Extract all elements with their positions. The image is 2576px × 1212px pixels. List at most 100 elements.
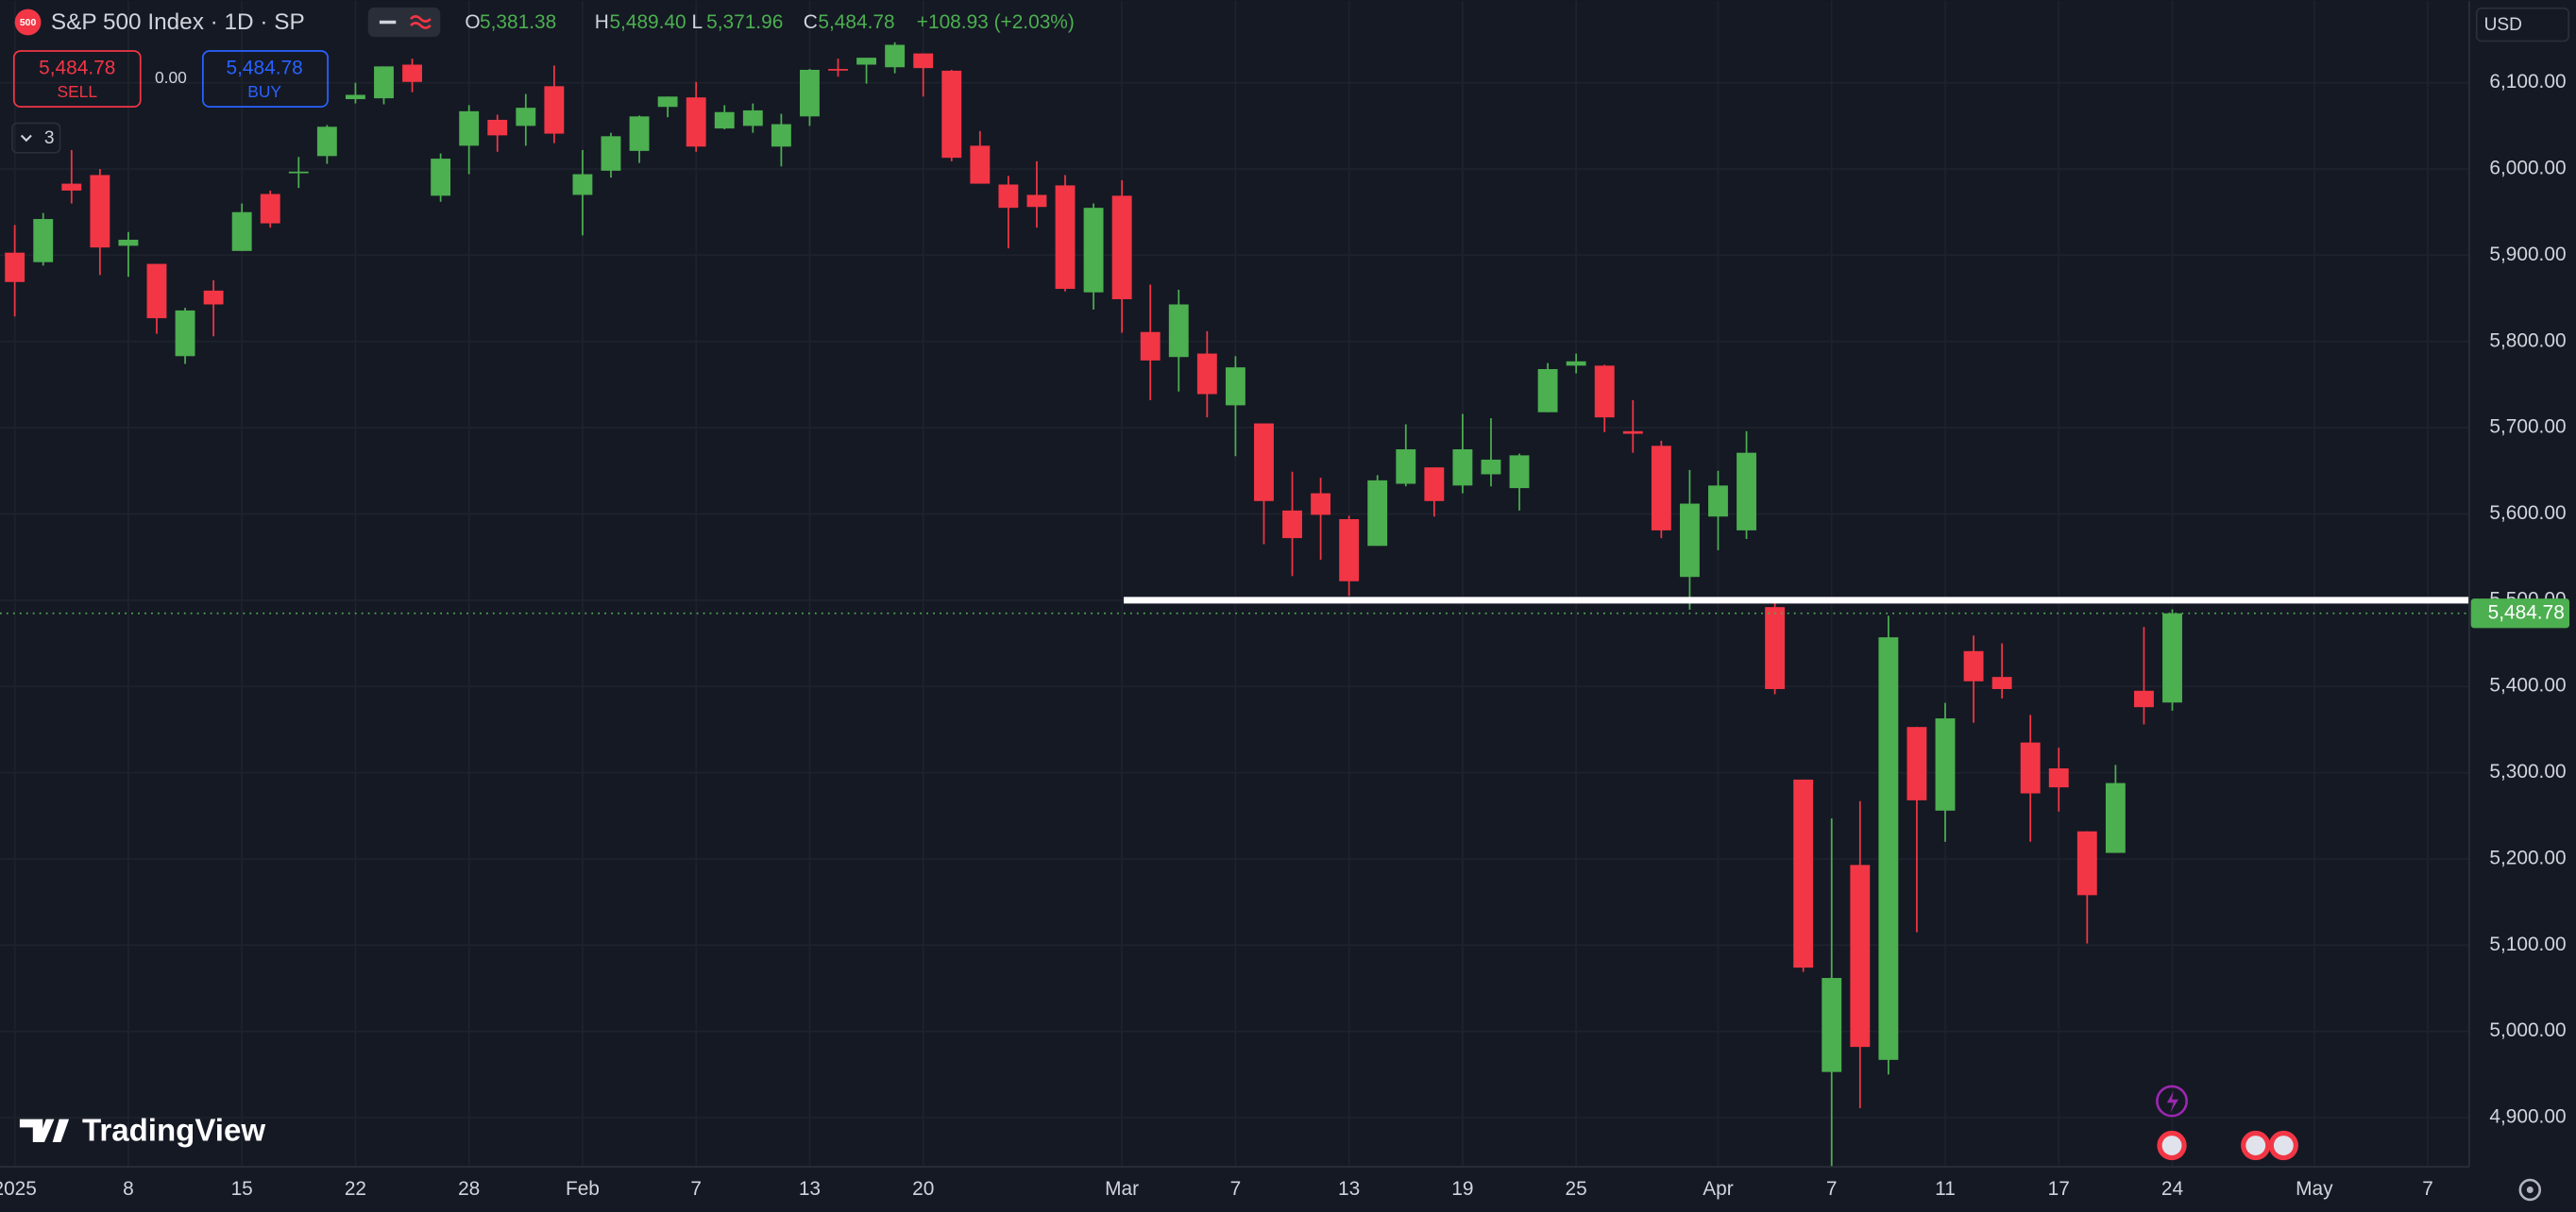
- candle-body: [1111, 195, 1132, 300]
- candle-body: [1708, 485, 1728, 517]
- candle-body: [118, 239, 139, 246]
- x-tick-label: 15: [231, 1178, 253, 1200]
- x-tick-label: 7: [1826, 1178, 1838, 1200]
- candle-body: [1963, 650, 1984, 682]
- x-tick-label: 13: [799, 1178, 821, 1200]
- x-tick-label: 7: [2422, 1178, 2433, 1200]
- candle-body: [1339, 518, 1360, 581]
- candle-body: [516, 108, 536, 126]
- indicators-toggle[interactable]: [11, 122, 61, 154]
- candle-body: [1254, 423, 1274, 501]
- candle-body: [1907, 727, 1927, 800]
- y-tick-label: 5,600.00: [2489, 502, 2566, 524]
- x-tick-label: 13: [1338, 1178, 1360, 1200]
- candle-body: [1622, 430, 1643, 434]
- axes: 4,900.00 5,000.00 5,100.00 5,200.00 5,300.00…: [0, 71, 2570, 1200]
- x-tick-label: May: [2296, 1178, 2333, 1200]
- spread: 0.00: [155, 68, 187, 87]
- symbol-title[interactable]: S&P 500 Index · 1D · SP: [51, 9, 305, 35]
- logo-text: TradingView: [82, 1113, 265, 1148]
- x-tick-label: 25: [1566, 1178, 1587, 1200]
- candle-body: [203, 290, 224, 305]
- candle-body: [1367, 480, 1388, 547]
- x-tick-label: 20: [912, 1178, 934, 1200]
- wave-icon: [410, 15, 432, 29]
- candle-body: [1935, 718, 1956, 811]
- candle-body: [1651, 446, 1671, 530]
- x-tick-label: 24: [2161, 1178, 2183, 1200]
- y-tick-label: 5,400.00: [2489, 675, 2566, 697]
- flag-icon: [2246, 1136, 2266, 1155]
- ohlc-legend: O 5,381.38 H 5,489.40 L 5,371.96 C 5,484.78: [465, 11, 894, 33]
- sell-label: SELL: [58, 82, 98, 101]
- candle-body: [316, 126, 337, 157]
- candle-body: [1481, 459, 1501, 475]
- y-tick-label: 6,100.00: [2489, 71, 2566, 93]
- candle-body: [1737, 452, 1756, 530]
- candle-body: [487, 119, 508, 136]
- candle-body: [459, 110, 480, 146]
- candle-body: [5, 252, 25, 282]
- y-tick-label: 4,900.00: [2489, 1106, 2566, 1128]
- candle-body: [1850, 865, 1871, 1048]
- candle-body: [1509, 455, 1530, 489]
- candle-body: [1026, 194, 1047, 208]
- candle-body: [175, 310, 195, 357]
- ohlc-value: 5,371.96: [706, 11, 783, 33]
- currency-button[interactable]: [2475, 7, 2570, 42]
- candle-body: [1594, 365, 1615, 418]
- visibility-controls[interactable]: [367, 7, 441, 38]
- candle-body: [2133, 690, 2154, 708]
- last-price-badge: [2470, 598, 2570, 629]
- y-tick-label: 5,000.00: [2489, 1019, 2566, 1041]
- candle-body: [1537, 369, 1558, 412]
- candle-body: [1793, 779, 1814, 968]
- candle-body: [828, 69, 848, 71]
- event-icon[interactable]: [2156, 1085, 2188, 1118]
- candle-body: [998, 184, 1019, 209]
- buy-label: BUY: [247, 82, 281, 101]
- symbol-badge[interactable]: [14, 8, 42, 36]
- candle-body: [2020, 742, 2041, 794]
- candle-body: [1822, 978, 1842, 1072]
- y-tick-label: 5,100.00: [2489, 934, 2566, 955]
- chevron-icon: [20, 134, 32, 143]
- settings-icon[interactable]: [2518, 1178, 2542, 1202]
- symbol-badge-text: 500: [20, 18, 37, 28]
- candle-body: [572, 174, 593, 195]
- y-tick-label: 5,200.00: [2489, 847, 2566, 868]
- logo-mark: [19, 1119, 70, 1143]
- x-tick-label: Feb: [566, 1178, 600, 1200]
- ohlc-value: 5,381.38: [480, 11, 556, 33]
- x-tick-label: Mar: [1105, 1178, 1139, 1200]
- candle-body: [1991, 677, 2012, 689]
- plot-area: [0, 42, 2469, 1174]
- candle-body: [345, 94, 365, 100]
- sell-button[interactable]: [12, 50, 142, 108]
- x-tick-label: 28: [458, 1178, 480, 1200]
- candle-body: [1083, 208, 1104, 293]
- candle-body: [431, 159, 451, 196]
- ohlc-key: L: [691, 11, 703, 33]
- candle-body: [1878, 637, 1899, 1060]
- candle-body: [33, 219, 54, 262]
- y-tick-label: 5,800.00: [2489, 329, 2566, 351]
- sell-price: 5,484.78: [39, 58, 115, 79]
- ohlc-value: 5,484.78: [818, 11, 894, 33]
- candle-body: [260, 194, 280, 224]
- candle-body: [800, 69, 820, 117]
- candle-body: [714, 111, 735, 129]
- candle-body: [1424, 467, 1445, 501]
- indicator-count: 3: [44, 128, 55, 148]
- candle-body: [61, 183, 82, 191]
- x-tick-label: 19: [1451, 1178, 1473, 1200]
- candle-body: [1140, 331, 1161, 361]
- candle-body: [288, 171, 309, 174]
- candle-body: [913, 53, 934, 69]
- time-axis: [0, 1167, 2576, 1212]
- currency: USD: [2484, 15, 2522, 35]
- candle-body: [941, 70, 962, 159]
- buy-button[interactable]: [201, 50, 329, 108]
- candle-body: [2162, 613, 2182, 703]
